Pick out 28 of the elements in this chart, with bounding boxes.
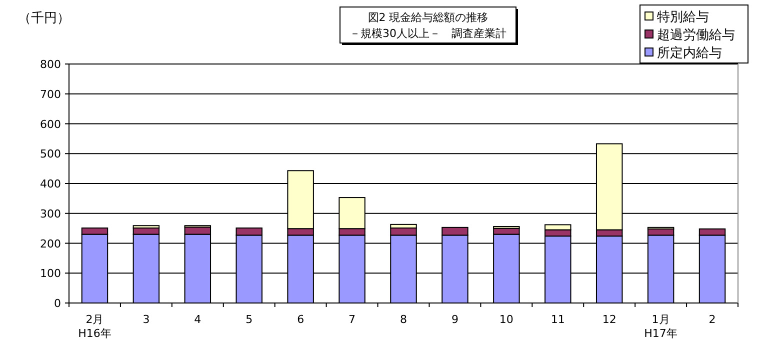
y-tick-label: 600 (40, 118, 61, 131)
chart-subtitle: －規模30人以上－ 調査産業計 (350, 27, 506, 40)
x-tick-label: 8 (400, 313, 407, 326)
y-tick-label: 200 (40, 237, 61, 250)
x-tick-label: 12 (602, 313, 616, 326)
x-tick-label: 2 (708, 313, 716, 326)
y-tick-label: 400 (40, 178, 61, 190)
x-tick-label: 9 (451, 313, 458, 326)
chart-title: 図2 現金給与総額の推移 (368, 11, 488, 24)
x-tick-label: 1月 H17年 (644, 313, 678, 340)
legend-label: 超過労働給与 (657, 28, 735, 43)
x-tick-label: 6 (297, 313, 304, 326)
x-tick-label: 7 (348, 313, 356, 326)
y-tick-label: 700 (40, 88, 61, 101)
x-tick-label: 5 (246, 313, 253, 326)
x-tick-label: 3 (142, 313, 150, 326)
legend-label: 特別給与 (657, 10, 709, 25)
x-tick-label: 11 (550, 313, 565, 326)
y-tick-label: 100 (40, 267, 61, 280)
y-tick-label: 300 (40, 207, 61, 220)
y-tick-label: 500 (40, 148, 61, 161)
x-tick-label: 4 (194, 313, 202, 326)
legend-label: 所定内給与 (657, 46, 722, 61)
x-tick-label: 2月 H16年 (78, 313, 112, 340)
y-axis-title: （千円） (18, 11, 70, 26)
y-tick-label: 0 (54, 297, 61, 310)
x-tick-label: 10 (499, 313, 514, 326)
y-tick-label: 800 (40, 58, 61, 71)
